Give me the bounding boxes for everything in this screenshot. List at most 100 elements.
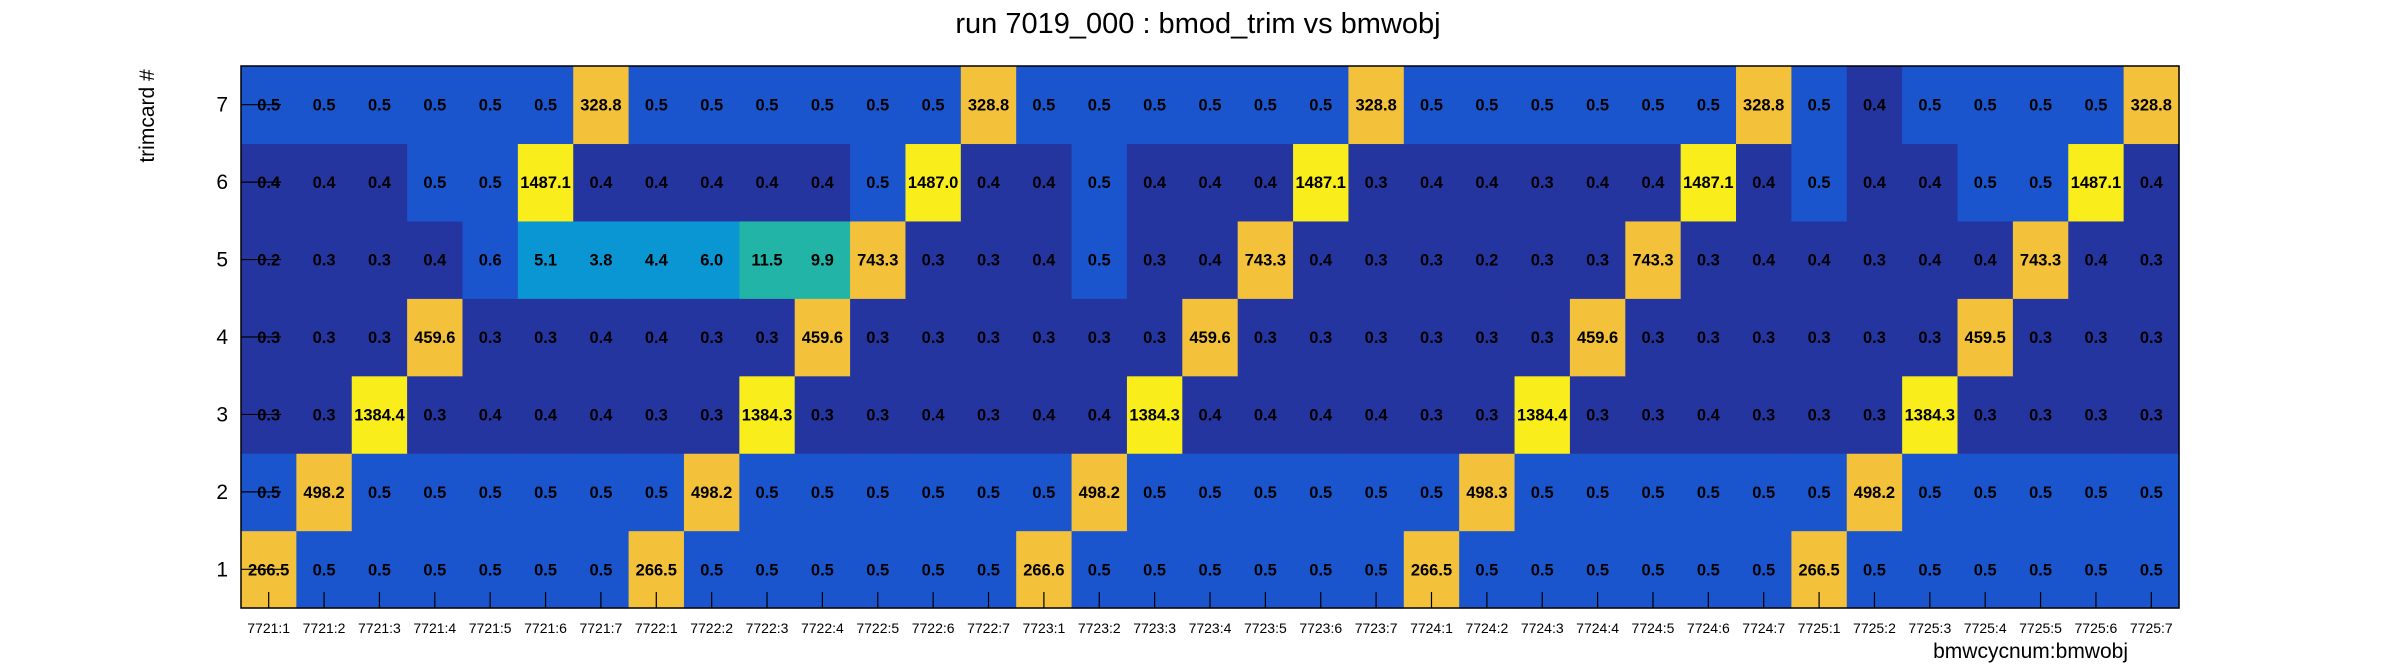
- cell-value-label: 266.5: [636, 561, 677, 579]
- heatmap-cell: [1459, 143, 1516, 222]
- cell-value-label: 0.5: [1752, 561, 1775, 579]
- cell-value-label: 0.5: [1032, 97, 1055, 115]
- cell-value-label: 0.5: [1475, 561, 1498, 579]
- heatmap-cell: [850, 66, 907, 145]
- heatmap-cell: [351, 220, 408, 299]
- heatmap-cell: [1016, 453, 1073, 532]
- heatmap-cell: [2012, 220, 2069, 299]
- heatmap-cell: [573, 220, 630, 299]
- cell-value-label: 459.6: [1577, 329, 1618, 347]
- heatmap-cell: [1625, 143, 1682, 222]
- cell-value-label: 0.5: [1642, 484, 1665, 502]
- heatmap-cell: [1016, 220, 1073, 299]
- cell-value-label: 0.3: [756, 329, 779, 347]
- heatmap-cell: [1237, 143, 1294, 222]
- x-tick-label: 7722:4: [801, 620, 844, 636]
- heatmap-cell: [1348, 453, 1405, 532]
- heatmap-cell: [1348, 298, 1405, 377]
- cell-value-label: 0.5: [534, 484, 557, 502]
- heatmap-cell: [905, 298, 962, 377]
- cell-value-label: 328.8: [1743, 97, 1784, 115]
- cell-value-label: 0.3: [534, 329, 557, 347]
- cell-value-label: 0.5: [1531, 561, 1554, 579]
- heatmap-cell: [1071, 375, 1128, 454]
- heatmap-cell: [2068, 298, 2125, 377]
- heatmap-cell: [1293, 220, 1350, 299]
- heatmap-cell: [1625, 453, 1682, 532]
- cell-value-label: 0.5: [811, 484, 834, 502]
- cell-value-label: 1487.1: [1296, 174, 1346, 192]
- cell-value-label: 0.5: [866, 561, 889, 579]
- cell-value-label: 0.5: [2140, 484, 2163, 502]
- cell-value-label: 0.5: [1918, 97, 1941, 115]
- heatmap-cell: [1791, 66, 1848, 145]
- heatmap-cell: [739, 220, 796, 299]
- cell-value-label: 0.5: [1199, 484, 1222, 502]
- x-tick-label: 7721:7: [579, 620, 622, 636]
- heatmap-cell: [2012, 375, 2069, 454]
- cell-value-label: 0.3: [1143, 329, 1166, 347]
- cell-value-label: 743.3: [1632, 252, 1673, 270]
- heatmap-cell: [739, 453, 796, 532]
- heatmap-cell: [1514, 143, 1571, 222]
- heatmap-cell: [1736, 453, 1792, 532]
- cell-value-label: 0.5: [1420, 484, 1443, 502]
- heatmap-cell: [1846, 453, 1903, 532]
- cell-value-label: 0.3: [1586, 252, 1609, 270]
- heatmap-cell: [1403, 298, 1460, 377]
- cell-value-label: 0.3: [1475, 406, 1498, 424]
- cell-value-label: 0.3: [1531, 252, 1554, 270]
- heatmap-cell: [2123, 143, 2180, 222]
- cell-value-label: 0.3: [645, 406, 668, 424]
- x-tick-label: 7723:7: [1355, 620, 1398, 636]
- x-tick-label: 7722:2: [690, 620, 733, 636]
- cell-value-label: 0.4: [1808, 252, 1832, 270]
- x-tick-label: 7724:3: [1521, 620, 1564, 636]
- cell-value-label: 0.3: [2084, 406, 2107, 424]
- cell-value-label: 0.5: [534, 97, 557, 115]
- cell-value-label: 498.2: [1079, 484, 1120, 502]
- cell-value-label: 0.5: [811, 97, 834, 115]
- cell-value-label: 0.5: [368, 484, 391, 502]
- heatmap-cell: [462, 220, 519, 299]
- cell-value-label: 0.5: [1420, 97, 1443, 115]
- cell-value-label: 0.5: [1143, 484, 1166, 502]
- cell-value-label: 0.4: [1365, 406, 1389, 424]
- heatmap-cell: [1846, 298, 1903, 377]
- heatmap-cell: [517, 66, 574, 145]
- cell-value-label: 0.4: [313, 174, 337, 192]
- heatmap-cell: [1071, 220, 1128, 299]
- heatmap-cell: [517, 375, 574, 454]
- heatmap-cell: [1957, 66, 2014, 145]
- cell-value-label: 0.5: [1974, 97, 1997, 115]
- heatmap-cell: [683, 66, 740, 145]
- heatmap-cell: [2123, 66, 2180, 145]
- cell-value-label: 0.3: [1309, 329, 1332, 347]
- cell-value-label: 0.5: [1642, 97, 1665, 115]
- heatmap-cell: [1569, 66, 1626, 145]
- cell-value-label: 0.5: [313, 97, 336, 115]
- heatmap-cell: [2068, 220, 2125, 299]
- heatmap-cell: [1348, 143, 1405, 222]
- cell-value-label: 0.5: [700, 97, 723, 115]
- cell-value-label: 0.4: [977, 174, 1001, 192]
- cell-value-label: 0.3: [257, 329, 280, 347]
- cell-value-label: 0.5: [922, 484, 945, 502]
- cell-value-label: 0.5: [1918, 561, 1941, 579]
- cell-value-label: 0.5: [1697, 97, 1720, 115]
- cell-value-label: 0.5: [1863, 561, 1886, 579]
- cell-value-label: 0.5: [368, 97, 391, 115]
- cell-value-label: 0.5: [1974, 484, 1997, 502]
- heatmap-cell: [1625, 220, 1682, 299]
- cell-value-label: 0.5: [1199, 97, 1222, 115]
- heatmap-cell: [1459, 66, 1516, 145]
- heatmap-cell: [1403, 143, 1460, 222]
- cell-value-label: 0.6: [479, 252, 502, 270]
- cell-value-label: 0.3: [1863, 406, 1886, 424]
- cell-value-label: 0.4: [756, 174, 780, 192]
- heatmap-cell: [462, 143, 519, 222]
- cell-value-label: 0.5: [1808, 174, 1831, 192]
- cell-value-label: 0.5: [2084, 561, 2107, 579]
- cell-value-label: 0.4: [1199, 174, 1223, 192]
- heatmap-cell: [1237, 298, 1294, 377]
